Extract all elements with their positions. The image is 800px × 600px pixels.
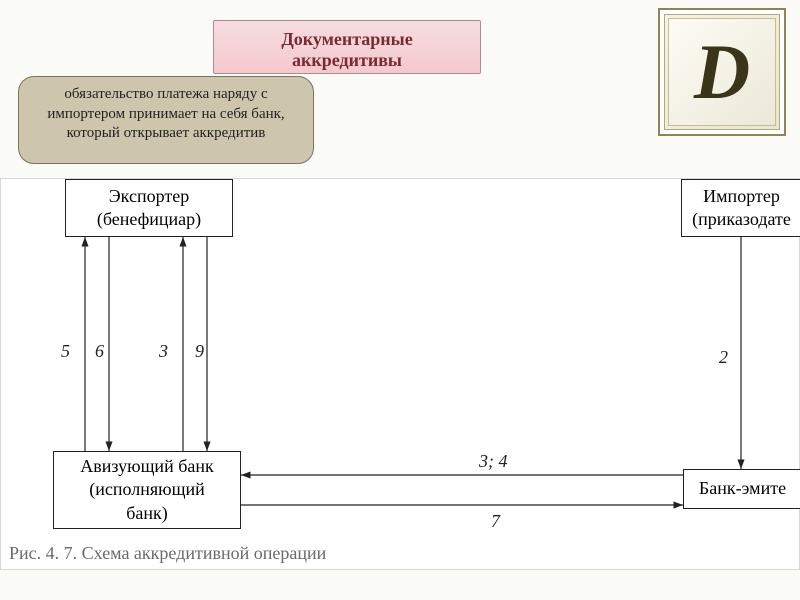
node-importer-line1: Импортер (686, 185, 797, 208)
edge-label: 7 (491, 511, 500, 532)
node-emitter: Банк-эмите (683, 469, 800, 509)
logo-badge: D (658, 8, 786, 136)
desc-text: обязательство платежа наряду с импортеро… (47, 86, 284, 141)
node-advising-line1: Авизующий банк (58, 455, 236, 478)
title-text: Документарные аккредитивы (228, 29, 466, 71)
node-importer: Импортер (приказодате (681, 179, 800, 237)
node-advising: Авизующий банк (исполняющий банк) (53, 451, 241, 529)
edge-label: 5 (61, 341, 70, 362)
node-advising-line2: (исполняющий (58, 478, 236, 501)
diagram-caption: Рис. 4. 7. Схема аккредитивной операции (9, 543, 326, 564)
node-advising-line3: банк) (58, 502, 236, 525)
edge-label: 3; 4 (479, 451, 508, 472)
logo-d-icon: D (694, 41, 750, 103)
desc-callout: обязательство платежа наряду с импортеро… (18, 76, 314, 164)
node-exporter: Экспортер (бенефициар) (65, 179, 233, 237)
edge-label: 9 (195, 341, 204, 362)
edge-label: 6 (95, 341, 104, 362)
title-banner: Документарные аккредитивы (213, 20, 481, 74)
node-importer-line2: (приказодате (686, 208, 797, 231)
node-exporter-line2: (бенефициар) (70, 208, 228, 231)
diagram-panel: Экспортер (бенефициар) Импортер (приказо… (0, 178, 800, 570)
node-emitter-line1: Банк-эмите (688, 477, 797, 500)
logo-inner: D (668, 18, 776, 126)
node-exporter-line1: Экспортер (70, 185, 228, 208)
edge-label: 3 (159, 341, 168, 362)
edge-label: 2 (719, 347, 728, 368)
